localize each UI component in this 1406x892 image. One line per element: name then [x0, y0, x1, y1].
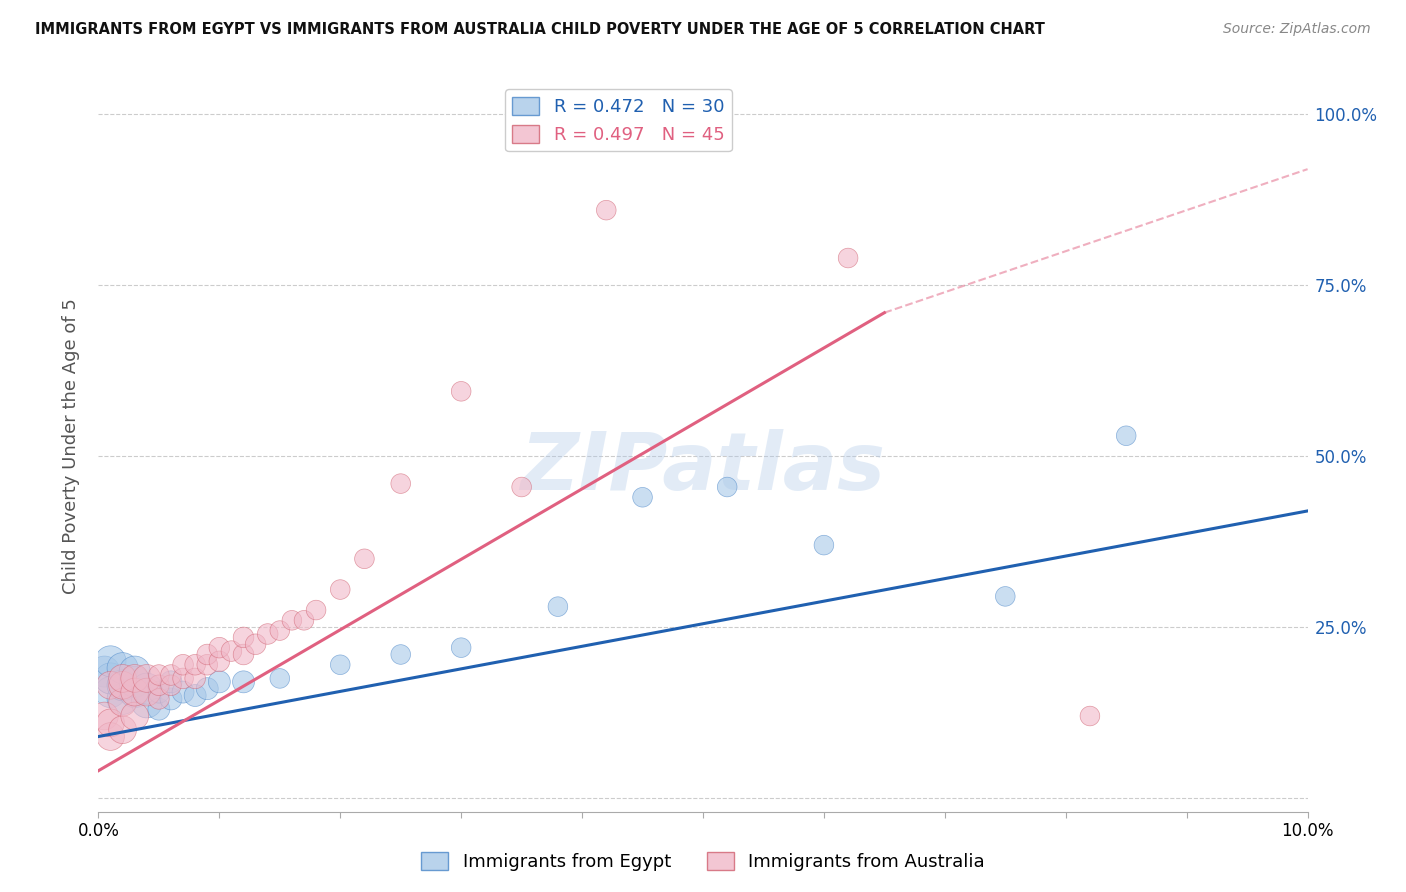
Point	[269, 672, 291, 686]
Point	[124, 685, 146, 699]
Point	[111, 678, 134, 692]
Point	[510, 480, 533, 494]
Point	[208, 674, 231, 689]
Point	[111, 723, 134, 737]
Point	[172, 657, 194, 672]
Point	[160, 692, 183, 706]
Point	[994, 590, 1017, 604]
Point	[195, 657, 218, 672]
Point	[100, 654, 122, 668]
Point	[172, 672, 194, 686]
Point	[160, 678, 183, 692]
Point	[184, 689, 207, 703]
Point	[305, 603, 328, 617]
Point	[124, 685, 146, 699]
Point	[111, 672, 134, 686]
Point	[93, 709, 115, 723]
Point	[160, 674, 183, 689]
Point	[692, 107, 714, 121]
Point	[111, 695, 134, 709]
Point	[329, 657, 352, 672]
Point	[716, 480, 738, 494]
Point	[148, 702, 170, 716]
Point	[1115, 429, 1137, 443]
Point	[208, 654, 231, 668]
Point	[281, 613, 304, 627]
Point	[93, 665, 115, 679]
Point	[232, 631, 254, 645]
Y-axis label: Child Poverty Under the Age of 5: Child Poverty Under the Age of 5	[62, 298, 80, 594]
Point	[135, 672, 157, 686]
Point	[389, 648, 412, 662]
Text: IMMIGRANTS FROM EGYPT VS IMMIGRANTS FROM AUSTRALIA CHILD POVERTY UNDER THE AGE O: IMMIGRANTS FROM EGYPT VS IMMIGRANTS FROM…	[35, 22, 1045, 37]
Point	[100, 715, 122, 730]
Point	[148, 685, 170, 699]
Point	[124, 665, 146, 679]
Point	[135, 695, 157, 709]
Point	[172, 685, 194, 699]
Point	[100, 678, 122, 692]
Legend: Immigrants from Egypt, Immigrants from Australia: Immigrants from Egypt, Immigrants from A…	[413, 845, 993, 879]
Point	[100, 730, 122, 744]
Point	[100, 685, 122, 699]
Point	[160, 668, 183, 682]
Point	[221, 644, 243, 658]
Point	[124, 709, 146, 723]
Point	[1078, 709, 1101, 723]
Point	[148, 678, 170, 692]
Point	[547, 599, 569, 614]
Legend: R = 0.472   N = 30, R = 0.497   N = 45: R = 0.472 N = 30, R = 0.497 N = 45	[505, 89, 731, 152]
Point	[100, 672, 122, 686]
Point	[195, 648, 218, 662]
Point	[184, 657, 207, 672]
Point	[269, 624, 291, 638]
Point	[135, 685, 157, 699]
Point	[111, 692, 134, 706]
Point	[631, 490, 654, 504]
Point	[245, 637, 267, 651]
Point	[595, 203, 617, 218]
Point	[124, 674, 146, 689]
Point	[148, 668, 170, 682]
Point	[111, 661, 134, 675]
Point	[232, 674, 254, 689]
Point	[837, 251, 859, 265]
Point	[256, 627, 278, 641]
Point	[450, 384, 472, 399]
Point	[353, 551, 375, 566]
Point	[148, 692, 170, 706]
Point	[195, 681, 218, 696]
Point	[124, 672, 146, 686]
Point	[571, 107, 593, 121]
Text: Source: ZipAtlas.com: Source: ZipAtlas.com	[1223, 22, 1371, 37]
Point	[208, 640, 231, 655]
Point	[389, 476, 412, 491]
Point	[292, 613, 315, 627]
Point	[329, 582, 352, 597]
Point	[813, 538, 835, 552]
Point	[135, 681, 157, 696]
Text: ZIPatlas: ZIPatlas	[520, 429, 886, 507]
Point	[232, 648, 254, 662]
Point	[111, 678, 134, 692]
Point	[450, 640, 472, 655]
Point	[184, 672, 207, 686]
